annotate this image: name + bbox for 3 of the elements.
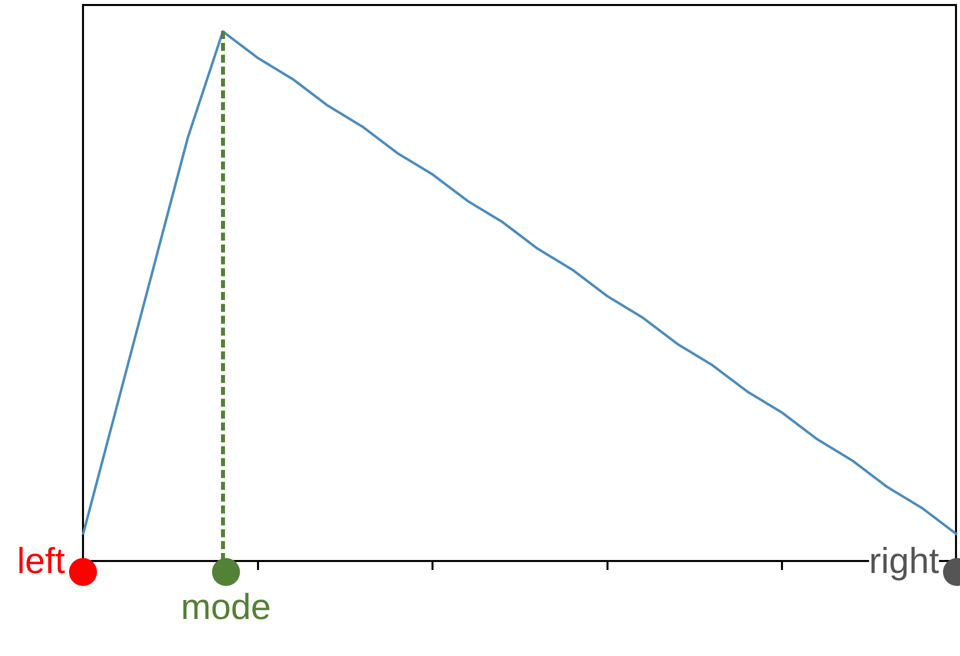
- text: left: [16, 540, 65, 581]
- text: mode: [180, 586, 271, 627]
- annotation: right: [868, 540, 939, 581]
